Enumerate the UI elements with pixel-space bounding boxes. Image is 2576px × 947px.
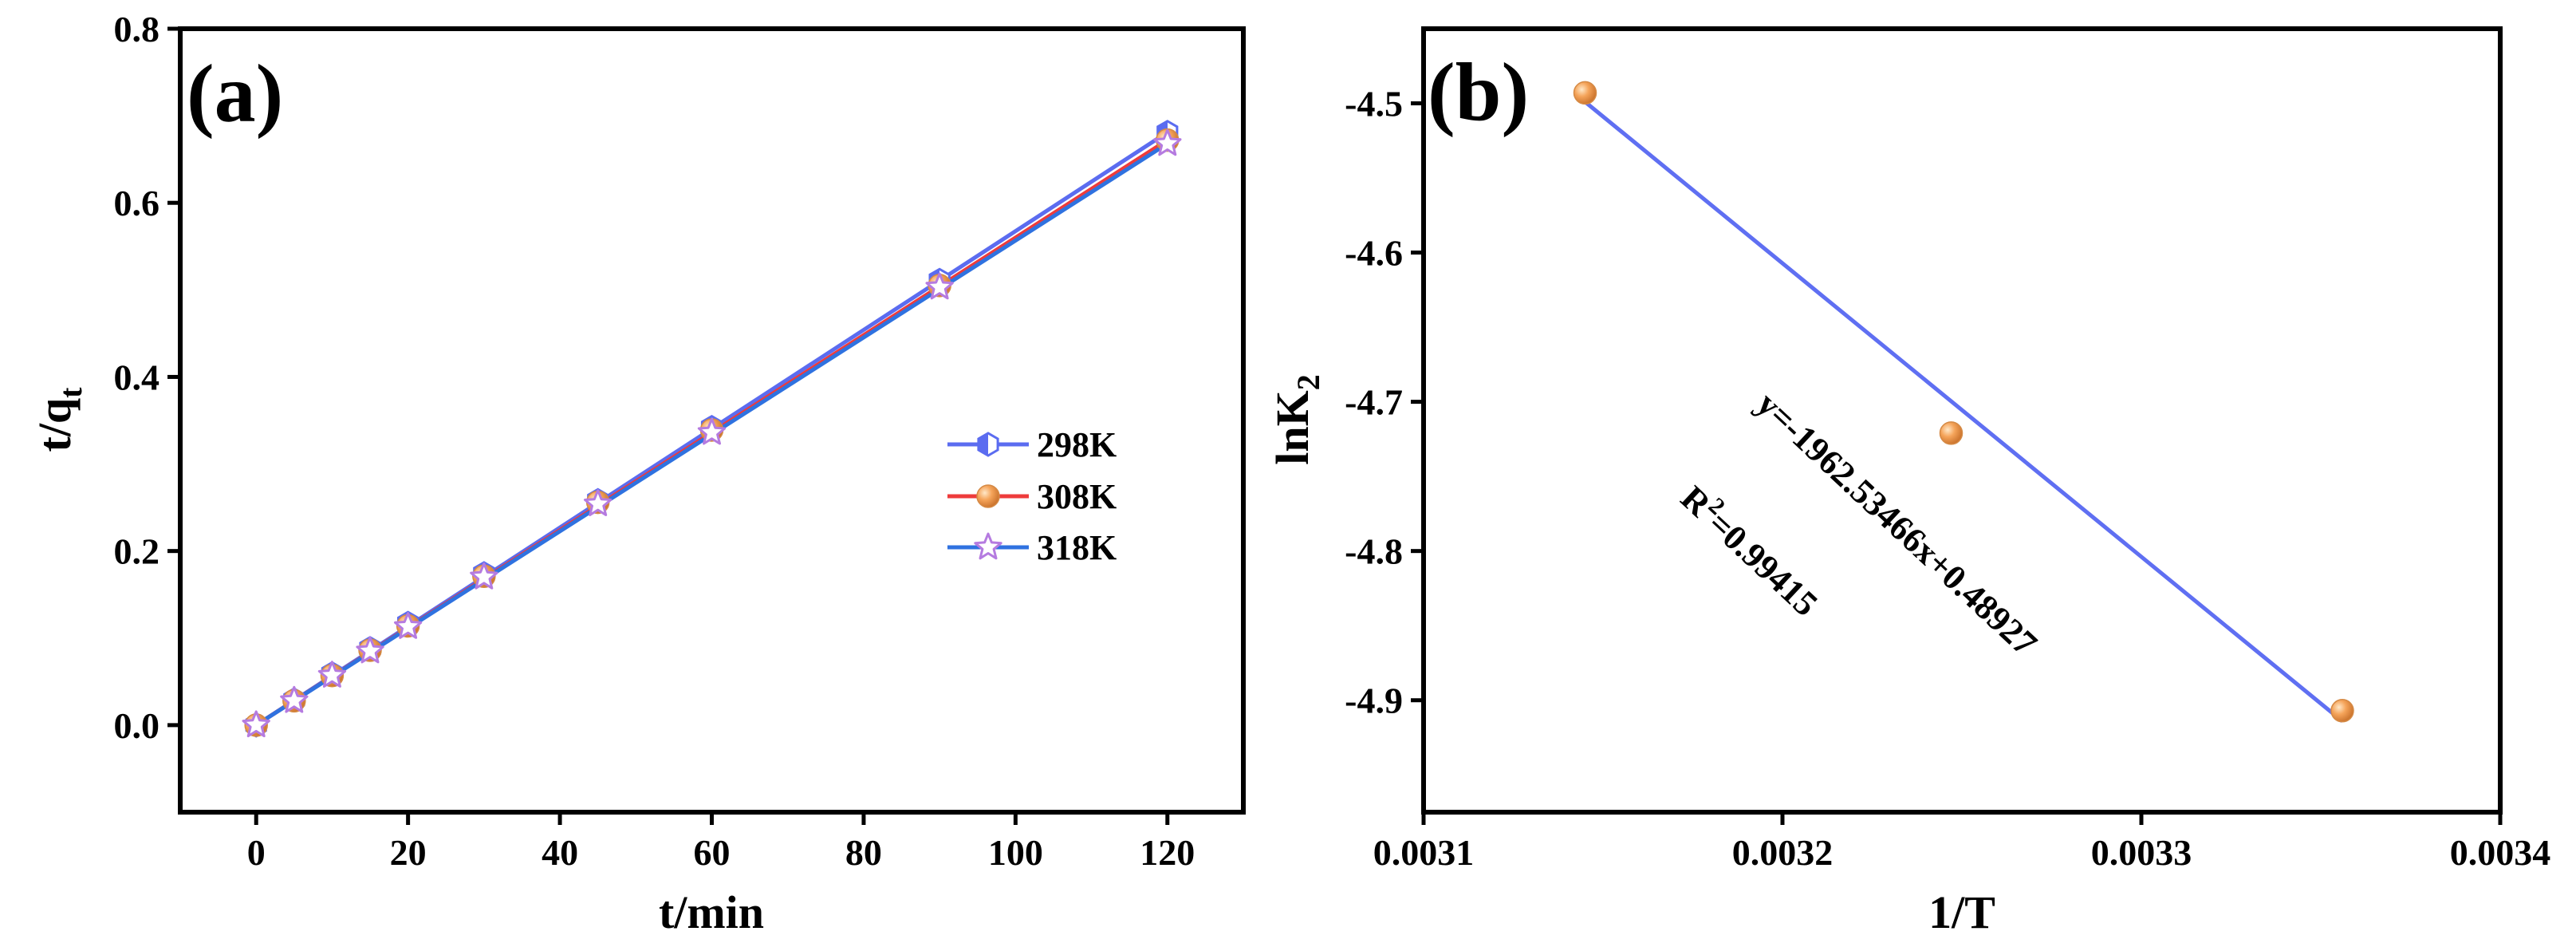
- panel-a-x-tick-label: 0: [247, 832, 266, 873]
- point-318k: [317, 661, 347, 688]
- panel-b-x-axis-label: 1/T: [1928, 886, 1995, 938]
- panel-a-x-tick-label: 120: [1140, 832, 1195, 873]
- panel-a-series: [242, 120, 1182, 738]
- legend-marker-shape: [974, 532, 1002, 560]
- data-point: [1939, 421, 1964, 445]
- panel-b-x-tick-label: 0.0033: [2091, 832, 2192, 873]
- legend-marker-318k: [974, 532, 1002, 560]
- panel-a-label: (a): [187, 48, 283, 140]
- panel-b: 0.0031 0.0032 0.0033 0.0034 -4.5 -4.6 -4.7 -4.8…: [1266, 26, 2550, 938]
- panel-a-x-tick-label: 40: [542, 832, 578, 873]
- panel-b-y-axis-label: lnK2: [1266, 374, 1326, 465]
- panel-a-y-axis-label-sub: t: [53, 387, 89, 398]
- panel-a-y-tick-label: 0.8: [114, 9, 160, 49]
- panel-b-y-tick-label: -4.7: [1345, 382, 1403, 423]
- panel-a-y-tick-label: 0.6: [114, 183, 160, 223]
- panel-b-y-tick-label: -4.5: [1345, 84, 1403, 124]
- fit-line: [1583, 100, 2344, 723]
- panel-b-y-axis-label-main: lnK: [1266, 390, 1318, 465]
- panel-b-x-tick-label: 0.0031: [1373, 832, 1475, 873]
- legend-label-308k: 308K: [1037, 477, 1117, 516]
- r-squared: R2=0.99415: [1673, 475, 1828, 624]
- panel-b-label: (b): [1428, 46, 1529, 138]
- panel-a-y-tick-label: 0.2: [114, 531, 160, 572]
- panel-b-y-tick-label: -4.6: [1345, 233, 1403, 274]
- legend-entry-308k: 308K: [947, 477, 1117, 516]
- point-318k: [280, 685, 309, 713]
- panel-a-y-axis-label-main: t/q: [29, 398, 81, 452]
- panel-a-x-tick-label: 80: [845, 832, 882, 873]
- panel-a-y-tick-label: 0.0: [114, 705, 160, 746]
- panel-a-ticks: 0 20 40 60 80 100 120 0.0 0.2 0.4 0.6 0.8: [114, 9, 1195, 873]
- point-318k: [242, 710, 270, 738]
- fit-equation: y=-1962.53466x+0.48927: [1749, 384, 2044, 663]
- data-point: [2330, 699, 2354, 723]
- legend-marker-298k: [977, 432, 999, 457]
- panel-b-fit: [1583, 100, 2344, 723]
- point-318k: [584, 489, 612, 516]
- panel-a-x-tick-label: 100: [988, 832, 1043, 873]
- panel-b-y-axis-label-sub: 2: [1290, 374, 1326, 390]
- legend-marker-308k: [976, 484, 1000, 508]
- panel-a: 0 20 40 60 80 100 120 0.0 0.2 0.4 0.6 0.8 (a) t/min…: [29, 9, 1246, 938]
- legend-marker-shape: [976, 484, 1000, 508]
- point-318k: [356, 636, 384, 664]
- r-squared-value: =0.99415: [1700, 503, 1825, 623]
- panel-b-x-tick-label: 0.0032: [1732, 832, 1834, 873]
- panel-b-ticks: 0.0031 0.0032 0.0033 0.0034 -4.5 -4.6 -4.7 -4.8…: [1345, 84, 2550, 873]
- panel-b-frame: [1421, 26, 2503, 815]
- panel-a-y-axis-label: t/qt: [29, 387, 89, 452]
- panel-b-points: [1573, 81, 2354, 723]
- panel-b-y-tick-label: -4.8: [1345, 531, 1403, 572]
- legend-entry-298k: 298K: [947, 425, 1117, 464]
- panel-b-y-tick-label: -4.9: [1345, 681, 1403, 721]
- point-318k: [925, 272, 954, 300]
- legend-marker-shape: [977, 432, 999, 457]
- point-318k: [394, 612, 423, 639]
- panel-b-x-tick-label: 0.0034: [2450, 832, 2551, 873]
- panel-a-y-tick-label: 0.4: [114, 357, 160, 397]
- legend-label-298k: 298K: [1037, 425, 1117, 464]
- data-point: [1573, 81, 1597, 105]
- panel-a-x-tick-label: 20: [390, 832, 427, 873]
- panel-a-x-axis-label: t/min: [659, 886, 764, 938]
- point-318k: [470, 562, 498, 590]
- legend-label-318k: 318K: [1037, 528, 1117, 567]
- point-318k: [697, 417, 727, 445]
- panel-a-legend: 298K 308K 318K: [947, 425, 1117, 567]
- legend-entry-318k: 318K: [947, 528, 1117, 567]
- point-318k: [1153, 128, 1182, 156]
- panel-a-x-tick-label: 60: [694, 832, 731, 873]
